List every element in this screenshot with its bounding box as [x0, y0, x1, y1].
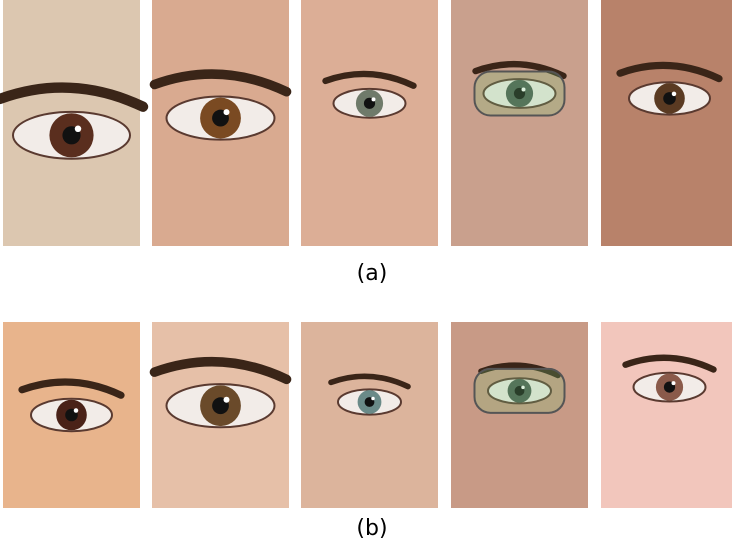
photo — [451, 0, 588, 246]
row-label: (b) — [356, 516, 387, 541]
photo — [301, 322, 438, 508]
highlight — [74, 408, 79, 413]
photo-background — [451, 322, 588, 508]
highlight — [224, 109, 230, 115]
highlight — [672, 381, 676, 385]
page: (a) (b) (() => { const data = JSON.parse… — [0, 0, 732, 554]
highlight — [372, 97, 376, 101]
photo — [601, 0, 732, 246]
photo — [152, 322, 289, 508]
figure: (a) (b) — [0, 0, 732, 554]
photo-background — [451, 0, 588, 246]
highlight — [224, 397, 230, 403]
photo — [152, 0, 289, 246]
photo-background — [601, 322, 732, 508]
row-label: (a) — [357, 261, 388, 286]
photo — [0, 0, 143, 246]
photo-background — [601, 0, 732, 246]
photo — [451, 322, 588, 508]
photo — [3, 322, 140, 508]
photo — [601, 322, 732, 508]
highlight — [75, 126, 82, 133]
panels — [0, 0, 732, 508]
glasses — [475, 71, 565, 115]
highlight — [371, 397, 375, 401]
highlight — [672, 92, 677, 97]
glasses — [475, 369, 565, 413]
photo — [301, 0, 438, 246]
photo-background — [301, 0, 438, 246]
